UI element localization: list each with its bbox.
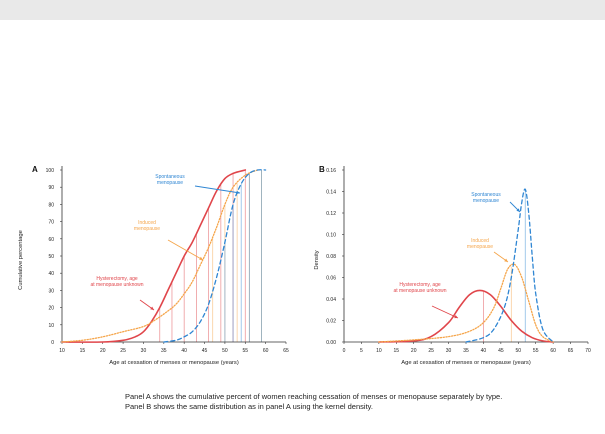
x-tick-label-a-1: 15 <box>80 348 86 354</box>
y-tick-label-b-2: 0.04 <box>326 297 336 303</box>
figure-caption: Panel A shows the cumulative percent of … <box>125 392 575 411</box>
y-tick-label-a-1: 10 <box>48 323 54 329</box>
x-tick-label-b-14: 70 <box>585 348 591 354</box>
series-line-a-1 <box>61 169 259 343</box>
x-tick-label-a-2: 20 <box>100 348 106 354</box>
y-tick-label-a-0: 0 <box>51 340 54 346</box>
annotation-arrow-line-a-0 <box>194 185 241 194</box>
y-tick-label-a-6: 60 <box>48 237 54 243</box>
x-tick-label-a-11: 65 <box>283 348 289 354</box>
y-tick-label-a-5: 50 <box>48 254 54 260</box>
annotation-a-1: Induced menopause <box>134 220 160 232</box>
y-tick-label-a-8: 80 <box>48 202 54 208</box>
annotation-a-2: Hysterectomy, age at menopause unknown <box>90 276 143 288</box>
annotation-arrowhead-a-1 <box>199 256 203 260</box>
series-line-a-0 <box>61 169 247 343</box>
x-tick-label-b-8: 40 <box>481 348 487 354</box>
x-tick-label-a-4: 30 <box>141 348 147 354</box>
panel-label-a: A <box>32 165 38 174</box>
annotation-arrow-line-b-2 <box>431 305 459 319</box>
x-axis-label-b: Age at cessation of menses or menopause … <box>401 360 531 366</box>
x-tick-label-b-2: 10 <box>376 348 382 354</box>
x-tick-label-b-12: 60 <box>550 348 556 354</box>
figure-page: 0 10 20 30 40 50 60 70 80 90 100 10 15 20 25 30 35 40 45 50… <box>0 20 605 434</box>
y-tick-label-b-3: 0.06 <box>326 276 336 282</box>
x-tick-label-a-5: 35 <box>161 348 167 354</box>
y-tick-label-a-9: 90 <box>48 185 54 191</box>
caption-line-2: Panel B shows the same distribution as i… <box>125 401 373 411</box>
x-tick-label-b-0: 0 <box>343 348 346 354</box>
annotation-arrowhead-b-1 <box>504 258 508 262</box>
y-tick-label-b-0: 0.00 <box>326 340 336 346</box>
series-line-b-0 <box>378 289 554 343</box>
y-tick-label-a-2: 20 <box>48 306 54 312</box>
y-tick-label-b-8: 0.16 <box>326 168 336 174</box>
x-tick-label-a-9: 55 <box>242 348 248 354</box>
x-tick-label-a-10: 60 <box>263 348 269 354</box>
x-tick-label-b-6: 30 <box>446 348 452 354</box>
x-tick-label-b-13: 65 <box>568 348 574 354</box>
caption-line-1: Panel A shows the cumulative percent of … <box>125 392 503 401</box>
x-tick-label-a-0: 10 <box>59 348 65 354</box>
y-tick-label-a-3: 30 <box>48 288 54 294</box>
x-tick-label-b-11: 55 <box>533 348 539 354</box>
y-tick-label-a-10: 100 <box>46 168 55 174</box>
x-tick-label-a-6: 40 <box>181 348 187 354</box>
x-tick-label-a-3: 25 <box>120 348 126 354</box>
x-tick-label-b-9: 45 <box>498 348 504 354</box>
x-tick-label-b-7: 35 <box>463 348 469 354</box>
annotation-arrowhead-b-2 <box>454 315 458 319</box>
panel-label-b: B <box>319 165 325 174</box>
x-tick-label-b-5: 25 <box>428 348 434 354</box>
x-axis-label-a: Age at cessation of menses or menopause … <box>109 360 239 366</box>
y-axis-label-a: Cumulative percentage <box>18 230 24 290</box>
y-tick-label-b-5: 0.10 <box>326 233 336 239</box>
series-line-b-2 <box>465 188 554 343</box>
annotation-arrow-line-a-1 <box>167 239 204 261</box>
series-line-a-2 <box>163 169 267 343</box>
annotation-arrowhead-a-0 <box>236 190 240 195</box>
x-tick-label-a-8: 50 <box>222 348 228 354</box>
annotation-b-1: Induced menopause <box>467 238 493 250</box>
annotation-arrowhead-a-2 <box>150 306 154 310</box>
x-tick-label-b-10: 50 <box>516 348 522 354</box>
x-tick-label-b-4: 20 <box>411 348 417 354</box>
annotation-b-0: Spontaneous menopause <box>471 192 501 204</box>
x-tick-label-a-7: 45 <box>202 348 208 354</box>
annotation-b-2: Hysterectomy, age at menopause unknown <box>393 282 446 294</box>
y-tick-label-b-4: 0.08 <box>326 254 336 260</box>
y-tick-label-b-1: 0.02 <box>326 319 336 325</box>
y-tick-label-a-7: 70 <box>48 220 54 226</box>
annotation-a-0: Spontaneous menopause <box>155 174 185 186</box>
annotation-arrowhead-b-0 <box>516 208 520 212</box>
y-tick-label-b-7: 0.14 <box>326 190 336 196</box>
y-tick-label-b-6: 0.12 <box>326 211 336 217</box>
x-tick-label-b-1: 5 <box>360 348 363 354</box>
y-axis-label-b: Density <box>314 250 320 269</box>
x-tick-label-b-3: 15 <box>394 348 400 354</box>
y-tick-label-a-4: 40 <box>48 271 54 277</box>
series-line-b-1 <box>378 263 554 343</box>
